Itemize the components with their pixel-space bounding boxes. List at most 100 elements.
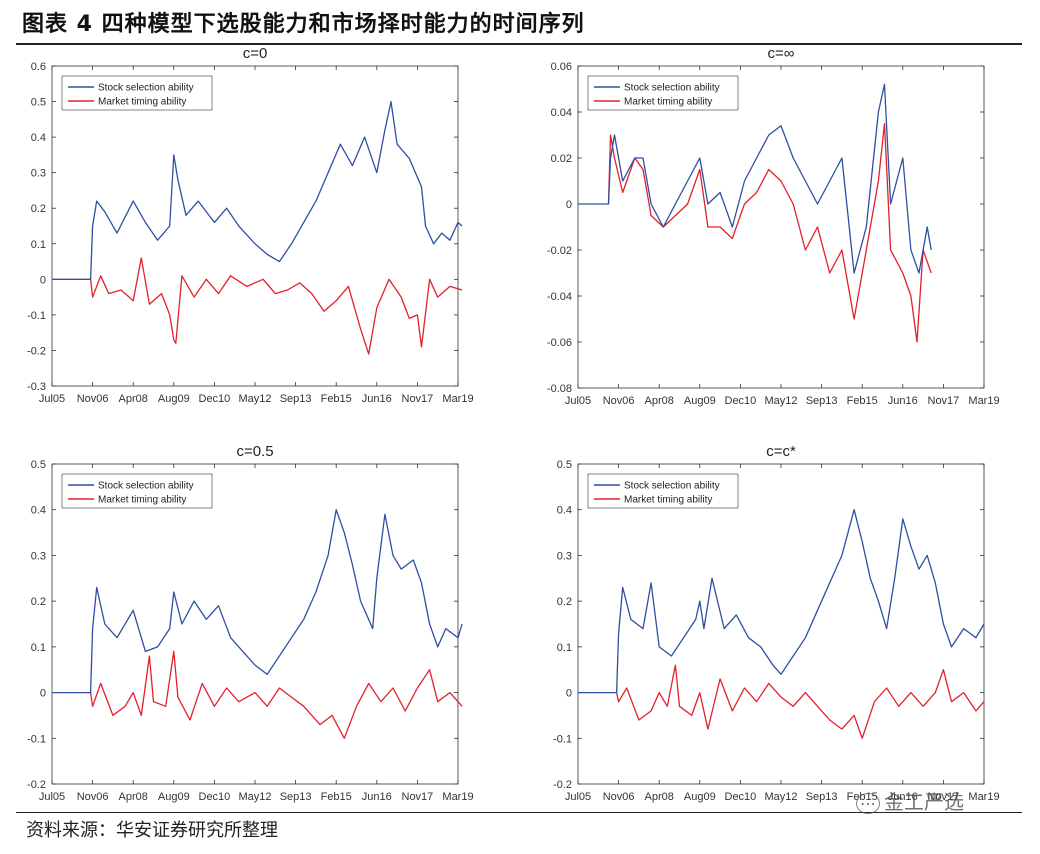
- x-tick-label: Sep13: [280, 393, 312, 405]
- x-tick-label: Feb15: [321, 791, 352, 803]
- y-tick-label: 0: [40, 274, 46, 286]
- y-tick-label: 0: [566, 688, 572, 700]
- y-tick-label: -0.2: [27, 779, 46, 791]
- legend-label: Market timing ability: [624, 97, 712, 108]
- x-tick-label: Jul05: [565, 395, 591, 407]
- x-tick-label: Mar19: [968, 791, 999, 803]
- legend-label: Stock selection ability: [624, 481, 720, 492]
- x-tick-label: Mar19: [442, 791, 473, 803]
- x-tick-label: Nov06: [603, 395, 635, 407]
- y-tick-label: 0.5: [31, 97, 46, 109]
- y-tick-label: 0.2: [31, 203, 46, 215]
- y-tick-label: -0.04: [547, 291, 572, 303]
- x-tick-label: Apr08: [119, 791, 148, 803]
- x-tick-label: Nov17: [402, 393, 434, 405]
- x-tick-label: May12: [764, 791, 797, 803]
- watermark-label: 金工严选: [884, 790, 964, 814]
- y-tick-label: 0.4: [31, 505, 46, 517]
- y-tick-label: 0.3: [557, 550, 572, 562]
- x-tick-label: Nov06: [77, 791, 109, 803]
- x-tick-label: Jul05: [565, 791, 591, 803]
- x-tick-label: Dec10: [199, 393, 231, 405]
- y-tick-label: -0.3: [27, 381, 46, 393]
- series-line-timing: [615, 664, 985, 739]
- x-tick-label: Jun16: [362, 393, 392, 405]
- x-tick-label: Dec10: [725, 395, 757, 407]
- x-tick-label: Nov17: [928, 791, 960, 803]
- y-tick-label: -0.2: [553, 779, 572, 791]
- y-tick-label: 0.2: [31, 596, 46, 608]
- plot-frame: [577, 65, 985, 389]
- x-tick-label: Mar19: [968, 395, 999, 407]
- x-tick-label: May12: [764, 395, 797, 407]
- x-tick-label: May12: [238, 393, 271, 405]
- x-tick-label: Nov06: [77, 393, 109, 405]
- chart-title: c=∞: [768, 45, 795, 62]
- y-tick-label: -0.1: [553, 733, 572, 745]
- x-tick-label: Sep13: [280, 791, 312, 803]
- y-tick-label: 0.06: [551, 61, 572, 73]
- x-tick-label: Feb15: [321, 393, 352, 405]
- x-tick-label: Apr08: [645, 395, 674, 407]
- y-tick-label: 0.3: [31, 550, 46, 562]
- series-line-stock: [578, 509, 985, 694]
- series-line-timing: [89, 257, 463, 355]
- wechat-icon: ⋯: [856, 793, 880, 814]
- y-tick-label: 0.6: [31, 61, 46, 73]
- chart-title: c=0: [243, 45, 268, 62]
- x-tick-label: Jun16: [888, 395, 918, 407]
- y-tick-label: 0.5: [557, 459, 572, 471]
- x-tick-label: Dec10: [199, 791, 231, 803]
- legend-box: [61, 473, 213, 509]
- x-tick-label: Nov17: [928, 395, 960, 407]
- y-tick-label: 0.02: [551, 153, 572, 165]
- x-tick-label: Jul05: [39, 791, 65, 803]
- legend-label: Market timing ability: [98, 97, 186, 108]
- legend-label: Market timing ability: [624, 495, 712, 506]
- y-tick-label: 0.5: [31, 459, 46, 471]
- y-tick-label: -0.1: [27, 310, 46, 322]
- y-tick-label: 0.1: [31, 239, 46, 251]
- legend-label: Stock selection ability: [98, 83, 194, 94]
- x-tick-label: Jun16: [362, 791, 392, 803]
- x-tick-label: Nov06: [603, 791, 635, 803]
- series-line-timing: [89, 650, 463, 739]
- bottom-divider: [16, 812, 1022, 813]
- series-line-timing: [607, 122, 932, 343]
- y-tick-label: 0.4: [31, 132, 46, 144]
- y-tick-label: 0: [566, 199, 572, 211]
- y-tick-label: -0.06: [547, 337, 572, 349]
- y-tick-label: 0.1: [31, 642, 46, 654]
- y-tick-label: 0: [40, 688, 46, 700]
- top-divider: [16, 43, 1022, 45]
- y-tick-label: -0.08: [547, 383, 572, 395]
- x-tick-label: Jul05: [39, 393, 65, 405]
- x-tick-label: Apr08: [119, 393, 148, 405]
- plot-frame: [577, 463, 985, 785]
- legend-label: Stock selection ability: [624, 83, 720, 94]
- series-line-stock: [52, 509, 463, 694]
- chart-panel-0: c=0 -0.3 -0.2 -0.1 0 0.1 0.2 0.3 0.4 0.5 0.6 Jul05 N…: [27, 45, 474, 405]
- series-line-stock: [578, 83, 932, 274]
- legend-box: [587, 75, 739, 111]
- series-line-stock: [52, 100, 463, 280]
- chart-panel-2: c=0.5 -0.2 -0.1 0 0.1 0.2 0.3 0.4 0.5 Jul05 Nov06 A…: [27, 443, 474, 803]
- y-tick-label: 0.4: [557, 505, 572, 517]
- x-tick-label: Aug09: [158, 791, 190, 803]
- plot-frame: [51, 463, 459, 785]
- x-tick-label: Aug09: [684, 395, 716, 407]
- x-tick-label: Feb15: [847, 395, 878, 407]
- x-tick-label: Mar19: [442, 393, 473, 405]
- watermark: ⋯ 金工严选: [856, 786, 964, 815]
- chart-panel-3: c=c* -0.2 -0.1 0 0.1 0.2 0.3 0.4 0.5 Jul05 Nov06 Ap…: [553, 443, 1000, 803]
- source-note: 资料来源：华安证券研究所整理: [26, 820, 278, 841]
- figure-title: 图表 4 四种模型下选股能力和市场择时能力的时间序列: [22, 12, 585, 37]
- legend-label: Stock selection ability: [98, 481, 194, 492]
- legend-label: Market timing ability: [98, 495, 186, 506]
- y-tick-label: 0.2: [557, 596, 572, 608]
- x-tick-label: Apr08: [645, 791, 674, 803]
- x-tick-label: Jun16: [888, 791, 918, 803]
- x-tick-label: Sep13: [806, 395, 838, 407]
- x-tick-label: Dec10: [725, 791, 757, 803]
